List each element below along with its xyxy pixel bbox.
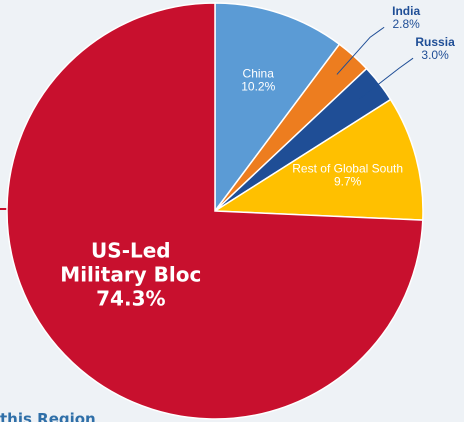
slice-value-india: 2.8%	[392, 17, 420, 31]
slice-value-us-led-military-bloc: 74.3%	[96, 287, 165, 311]
slice-value-rest-of-global-south: 9.7%	[334, 175, 362, 189]
slice-us-led-military-bloc	[6, 2, 424, 420]
slice-name-india: India	[392, 4, 420, 18]
slice-name-russia: Russia	[415, 35, 455, 49]
leader-line-russia	[359, 57, 414, 100]
slice-value-china: 10.2%	[241, 80, 275, 94]
slice-name-line-1: Military Bloc	[60, 263, 201, 287]
slice-rest-of-global-south	[212, 98, 424, 221]
footer-text: this Region	[0, 410, 96, 422]
slice-value-russia: 3.0%	[421, 48, 449, 62]
footer: this Region	[0, 408, 140, 422]
slice-name-line-0: US-Led	[91, 239, 171, 263]
slice-name-rest-of-global-south: Rest of Global South	[292, 162, 403, 176]
slice-china	[214, 2, 341, 214]
slice-name-china: China	[243, 67, 275, 81]
leader-line-india	[336, 26, 385, 75]
